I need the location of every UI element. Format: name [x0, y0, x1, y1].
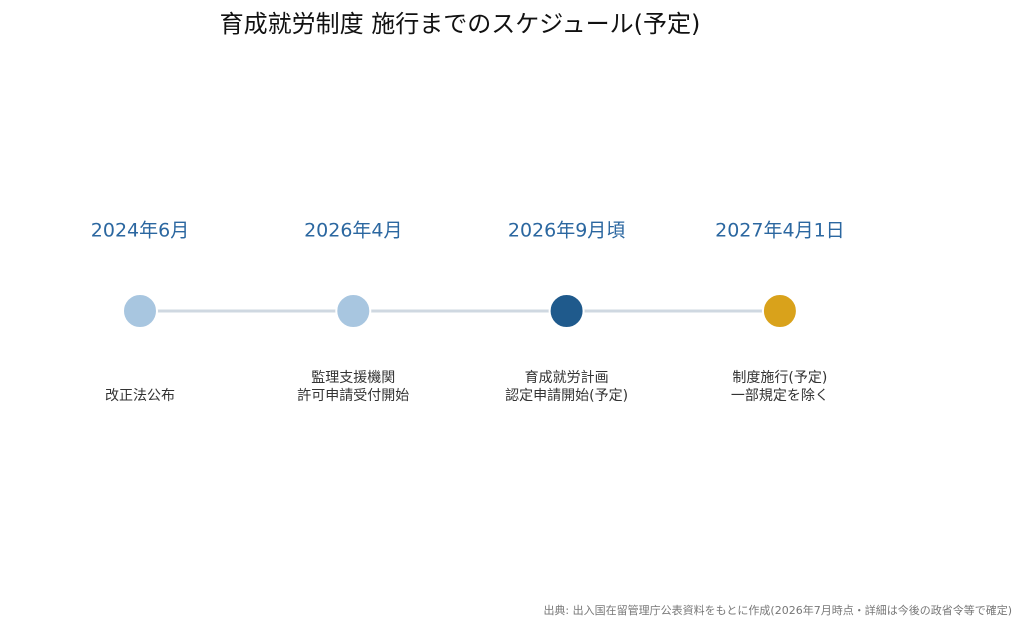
event-label: 改正法公布	[105, 388, 175, 404]
event-dot	[548, 293, 585, 329]
event-date: 2024年6月	[91, 220, 189, 242]
event-label: 許可申請受付開始	[297, 388, 409, 404]
event-dot	[122, 293, 158, 329]
event-label: 制度施行(予定)	[732, 370, 827, 386]
title: 育成就労制度 施行までのスケジュール(予定)	[220, 10, 701, 38]
source-note: 出典: 出入国在留管理庁公表資料をもとに作成(2026年7月時点・詳細は今後の政…	[543, 603, 1012, 617]
event-label: 育成就労計画	[525, 370, 609, 386]
event-label: 監理支援機関	[311, 369, 395, 386]
event-label: 一部規定を除く	[731, 388, 829, 404]
event-dot	[761, 293, 798, 329]
event-label: 認定申請開始(予定)	[505, 388, 628, 404]
event-date: 2027年4月1日	[715, 220, 845, 242]
event-date: 2026年9月頃	[508, 220, 625, 242]
event-dot	[335, 293, 372, 329]
event-date: 2026年4月	[304, 220, 402, 242]
